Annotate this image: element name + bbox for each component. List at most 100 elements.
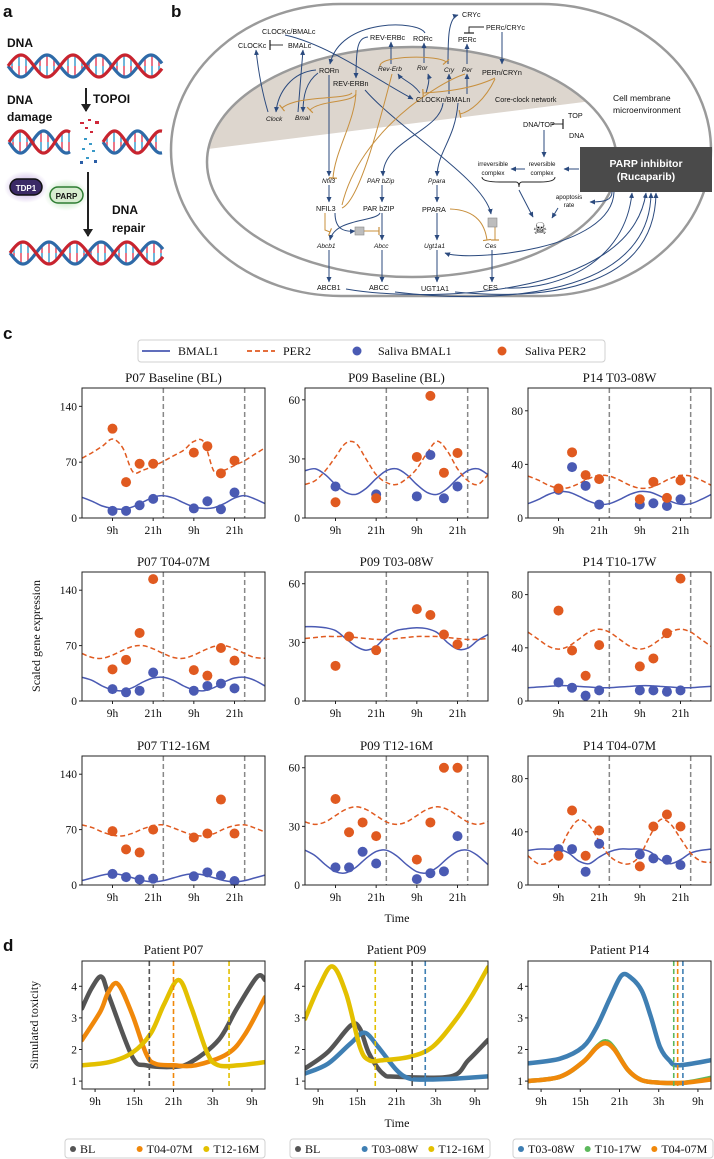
- x-tick-label: 9h: [634, 892, 646, 904]
- saliva-per2-point: [134, 627, 145, 638]
- saliva-per2-point: [188, 665, 199, 676]
- saliva-bmal1-point: [661, 686, 672, 697]
- x-tick-label: 21h: [226, 708, 244, 720]
- saliva-per2-point: [411, 451, 422, 462]
- panel-label-a: a: [3, 2, 13, 21]
- irreversible-complex-line1: irreversible: [478, 161, 509, 168]
- legend-box: [137, 339, 606, 363]
- y-tick-label: 1: [294, 1076, 300, 1088]
- x-tick-label: 3h: [207, 1096, 219, 1108]
- y-tick-label: 0: [517, 696, 523, 708]
- x-tick-label: 9h: [553, 525, 565, 537]
- saliva-per2-point: [594, 825, 605, 836]
- panel-d: d Patient P07 9h 15h 21h 3h 9h 1 2 3 4 BL T04-07M T1…: [3, 936, 714, 1159]
- y-tick-label: 4: [71, 981, 77, 993]
- axes-frame: [527, 755, 712, 886]
- saliva-bmal1-point: [411, 874, 422, 885]
- saliva-per2-point: [229, 655, 240, 666]
- saliva-per2-point: [148, 574, 159, 585]
- subplot-title: P14 T03-08W: [583, 370, 658, 385]
- legend-d: T03-08W T10-17W T04-07M: [512, 1138, 714, 1159]
- y-tick-label: 3: [517, 1013, 523, 1025]
- legend-label: T03-08W: [528, 1142, 575, 1156]
- saliva-per2-point: [188, 447, 199, 458]
- saliva-bmal1-point: [634, 849, 645, 860]
- saliva-per2-point: [330, 497, 341, 508]
- saliva-bmal1-point: [648, 685, 659, 696]
- legend-marker-icon: [352, 346, 362, 356]
- apoptosis-rate-line2: rate: [564, 202, 575, 209]
- saliva-bmal1-point: [121, 872, 132, 883]
- saliva-bmal1-point: [580, 690, 591, 701]
- node-bmalc: BMALc: [288, 41, 312, 50]
- saliva-per2-point: [215, 468, 226, 479]
- gene-bmal: Bmal: [295, 115, 310, 122]
- x-tick-label: 9h: [188, 708, 200, 720]
- strand-red: [8, 240, 165, 266]
- legend-label: T12-16M: [438, 1142, 484, 1156]
- y-tick-label: 0: [294, 696, 300, 708]
- dna-repair-label-line1: DNA: [112, 203, 138, 217]
- node-clockn-bmaln: CLOCKn/BMALn: [416, 95, 470, 104]
- saliva-per2-point: [567, 805, 578, 816]
- x-tick-label: 9h: [188, 525, 200, 537]
- strand-blue: [7, 129, 71, 155]
- y-tick-label: 140: [60, 585, 78, 597]
- y-tick-label: 60: [289, 763, 301, 775]
- saliva-bmal1-point: [425, 868, 436, 879]
- y-tick-label: 0: [71, 880, 77, 892]
- saliva-per2-point: [371, 493, 382, 504]
- x-tick-label: 9h: [411, 892, 423, 904]
- reversible-complex-line1: reversible: [529, 161, 556, 168]
- parp-label: PARP: [56, 192, 78, 201]
- dna-helix-intact: [6, 53, 164, 79]
- saliva-per2-point: [553, 850, 564, 861]
- node-clockc: CLOCKc: [238, 41, 267, 50]
- strand-blue: [101, 129, 163, 155]
- saliva-bmal1-point: [188, 503, 199, 514]
- saliva-bmal1-point: [438, 493, 449, 504]
- saliva-bmal1-point: [594, 499, 605, 510]
- subplot: P09 T12-16M 9h 21h 9h 21h 0 30 60: [289, 738, 489, 904]
- legend-d: BL T04-07M T12-16M: [64, 1138, 266, 1159]
- saliva-bmal1-point: [661, 854, 672, 865]
- node-ppara: PPARA: [422, 205, 446, 214]
- saliva-bmal1-point: [648, 853, 659, 864]
- reversible-complex-line2: complex: [530, 170, 554, 177]
- saliva-per2-point: [202, 828, 213, 839]
- axes-frame: [81, 571, 266, 702]
- legend-label: T04-07M: [147, 1142, 193, 1156]
- saliva-per2-point: [371, 645, 382, 656]
- saliva-per2-point: [648, 653, 659, 664]
- subplot-title: P09 T12-16M: [360, 738, 434, 753]
- legend-marker-icon: [651, 1146, 658, 1152]
- saliva-bmal1-point: [229, 487, 240, 498]
- saliva-bmal1-point: [107, 505, 118, 516]
- x-tick-label: 21h: [226, 892, 244, 904]
- legend-label: T03-08W: [372, 1142, 419, 1156]
- node-dna: DNA: [569, 131, 584, 140]
- legend-box: [289, 1138, 491, 1159]
- node-par-bzip: PAR bZIP: [363, 204, 395, 213]
- x-tick-label: 21h: [611, 1096, 629, 1108]
- gene-abcb1: Abcb1: [316, 243, 336, 250]
- x-tick-label: 21h: [368, 708, 386, 720]
- saliva-per2-point: [215, 794, 226, 805]
- regulatory-arrows-navy: [254, 14, 659, 298]
- y-tick-label: 3: [71, 1013, 77, 1025]
- per2-model-line: [528, 818, 711, 866]
- y-tick-label: 60: [289, 395, 301, 407]
- y-tick-label: 4: [517, 981, 523, 993]
- dna-damage-label-line2: damage: [7, 110, 53, 124]
- saliva-bmal1-point: [229, 876, 240, 887]
- legend-label: BL: [305, 1142, 320, 1156]
- subplot: Patient P14 9h 15h 21h 3h 9h 1 2 3 4 T03-08W T10-17…: [512, 942, 714, 1159]
- saliva-per2-point: [357, 817, 368, 828]
- legend-box: [64, 1138, 266, 1159]
- x-tick-label: 21h: [672, 525, 690, 537]
- saliva-bmal1-point: [107, 868, 118, 879]
- x-tick-label: 9h: [411, 525, 423, 537]
- legend-label: T04-07M: [661, 1142, 707, 1156]
- saliva-per2-point: [148, 458, 159, 469]
